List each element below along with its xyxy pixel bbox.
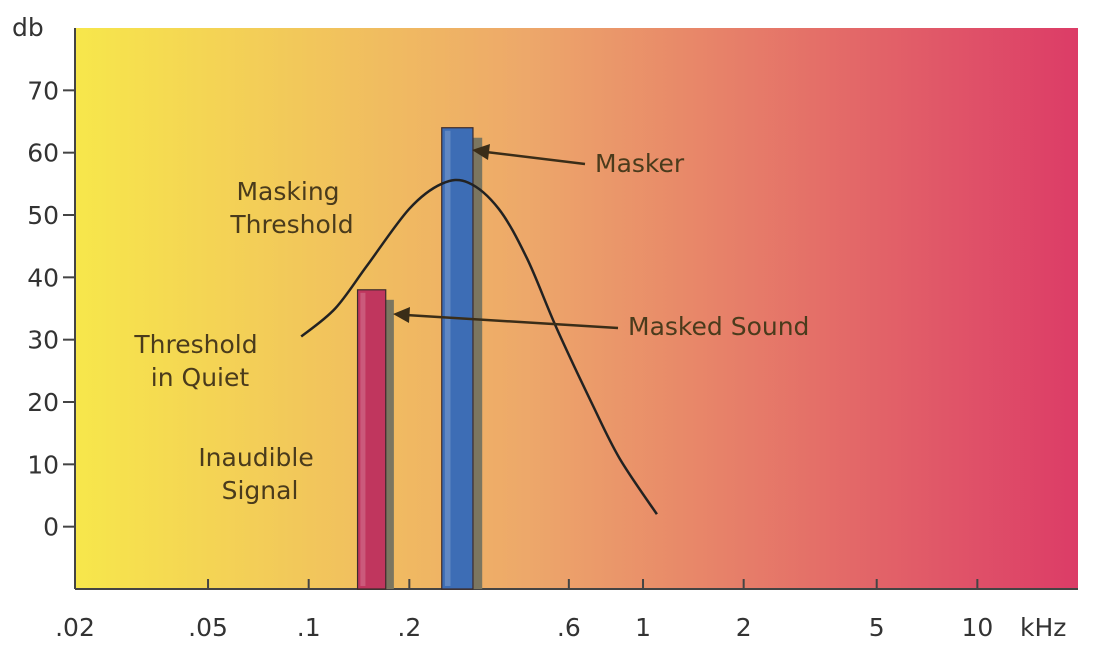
y-tick-label: 40 xyxy=(27,263,59,292)
y-tick-label: 50 xyxy=(27,201,59,230)
masked-sound-bar-shadow xyxy=(383,299,394,589)
inaudible-signal-label: Inaudible Signal xyxy=(198,443,321,505)
masked-sound-arrowhead xyxy=(393,307,410,323)
plot-background xyxy=(75,28,1078,589)
masking-threshold-label: Masking Threshold xyxy=(229,177,353,239)
masked-sound-bar xyxy=(356,289,387,590)
masker-bar-highlight xyxy=(444,130,451,586)
masked-sound-arrow xyxy=(405,313,619,330)
masker-bar xyxy=(441,127,474,590)
x-tick-label: .02 xyxy=(55,613,95,642)
masker-arrow xyxy=(485,150,586,166)
x-tick-label: 1 xyxy=(635,613,651,642)
x-tick-label: 5 xyxy=(869,613,885,642)
masker-bar-shadow xyxy=(470,137,483,589)
y-ticks: 0 10 20 30 40 50 60 70 xyxy=(27,76,75,542)
y-tick-label: 0 xyxy=(43,513,59,542)
masker-label: Masker xyxy=(595,149,685,178)
threshold-in-quiet-label: Threshold in Quiet xyxy=(133,330,265,392)
y-tick-label: 60 xyxy=(27,139,59,168)
y-tick-label: 70 xyxy=(27,76,59,105)
y-tick-label: 10 xyxy=(27,450,59,479)
x-tick-label: 2 xyxy=(736,613,752,642)
x-tick-label: 10 xyxy=(961,613,993,642)
x-tick-label: .2 xyxy=(397,613,421,642)
threshold-curve xyxy=(300,178,658,515)
masked-sound-bar-highlight xyxy=(360,292,366,586)
x-ticks: .02 .05 .1 .2 .6 1 2 5 10 xyxy=(55,579,993,642)
y-tick-label: 20 xyxy=(27,388,59,417)
x-tick-label: .1 xyxy=(297,613,321,642)
y-tick-label: 30 xyxy=(27,326,59,355)
masked-sound-label: Masked Sound xyxy=(628,312,809,341)
x-tick-label: .6 xyxy=(557,613,581,642)
y-unit-label: db xyxy=(12,13,44,42)
x-unit-label: kHz xyxy=(1020,613,1066,642)
x-tick-label: .05 xyxy=(188,613,228,642)
masker-arrowhead xyxy=(472,144,490,160)
bars xyxy=(356,127,483,590)
